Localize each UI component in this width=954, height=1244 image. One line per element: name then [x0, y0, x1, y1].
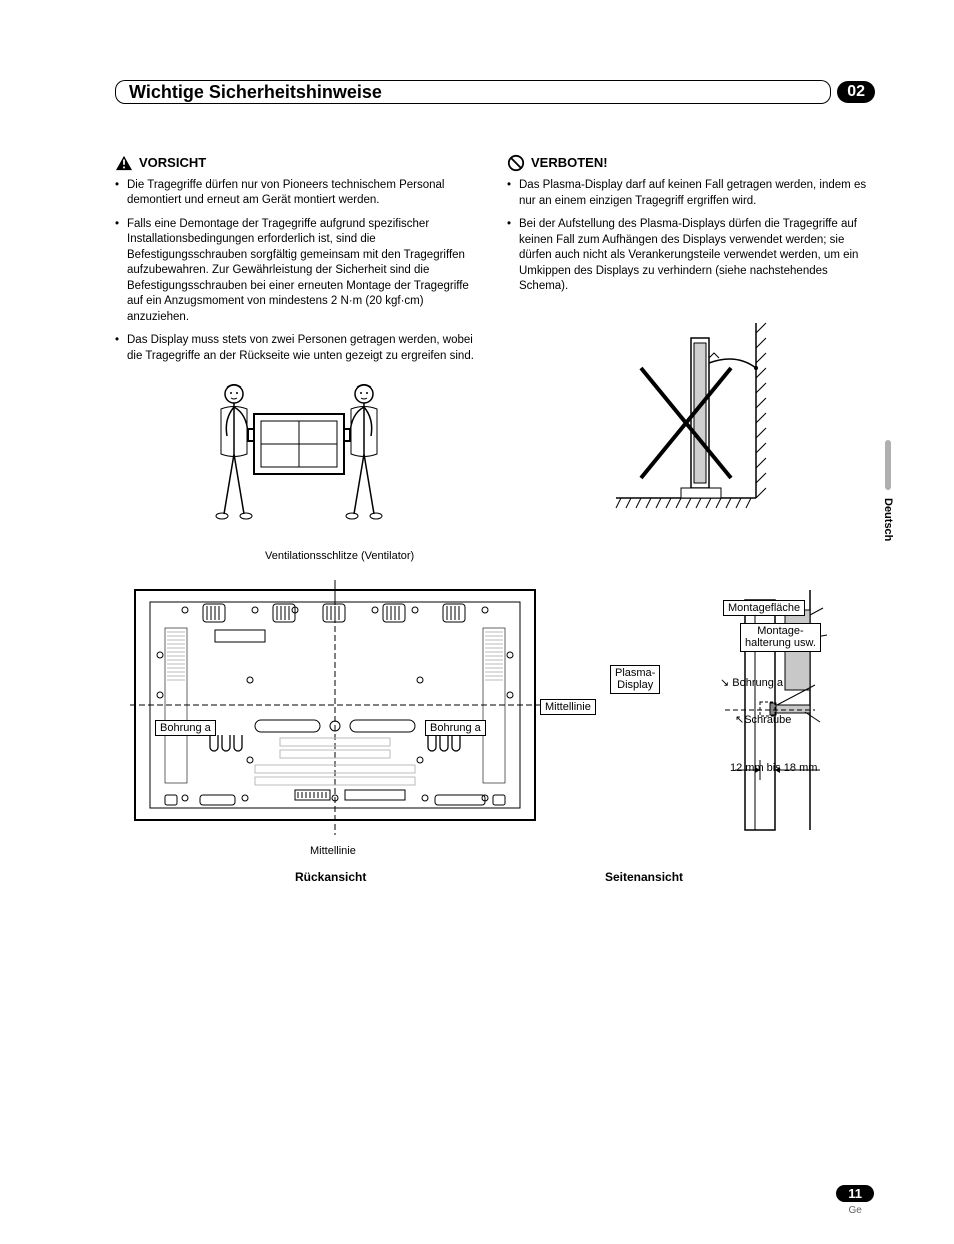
vorsicht-list: Die Tragegriffe dürfen nur von Pioneers …: [115, 178, 483, 365]
schraube-label: ↖Schraube: [735, 713, 791, 726]
diagrams-section: Ventilationsschlitze (Ventilator): [115, 550, 875, 910]
vorsicht-heading: VORSICHT: [139, 154, 206, 172]
page-content: Wichtige Sicherheitshinweise 02 VORSICHT…: [115, 80, 875, 910]
chapter-header: Wichtige Sicherheitshinweise 02: [115, 80, 875, 104]
header-line: Wichtige Sicherheitshinweise: [125, 80, 821, 104]
wall-lean-forbidden-icon: [606, 313, 776, 513]
page-footer: 11 Ge: [836, 1185, 874, 1216]
vorsicht-column: VORSICHT Die Tragegriffe dürfen nur von …: [115, 154, 483, 530]
vent-label: Ventilationsschlitze (Ventilator): [265, 550, 414, 562]
montagehalterung-label: Montage- halterung usw.: [740, 623, 821, 652]
verboten-heading-row: VERBOTEN!: [507, 154, 875, 172]
list-item: Das Plasma-Display darf auf keinen Fall …: [507, 178, 875, 209]
bohrung-a-label-left: Bohrung a: [155, 720, 216, 737]
verboten-column: VERBOTEN! Das Plasma-Display darf auf ke…: [507, 154, 875, 530]
header-bracket-left: [115, 80, 125, 104]
plasma-display-label: Plasma- Display: [610, 665, 660, 694]
forbidden-figure: [507, 313, 875, 519]
content-columns: VORSICHT Die Tragegriffe dürfen nur von …: [115, 154, 875, 530]
bohrung-a-side-text: Bohrung a: [732, 677, 783, 689]
bohrung-a-label-right: Bohrung a: [425, 720, 486, 737]
chapter-title: Wichtige Sicherheitshinweise: [125, 82, 382, 103]
rear-view-diagram: [125, 580, 545, 840]
mittellinie-label-h: Mittellinie: [540, 699, 596, 716]
bohrung-a-side-label: ↘ Bohrung a: [720, 676, 783, 689]
language-tab-text: Deutsch: [882, 498, 894, 541]
schraube-text: Schraube: [744, 714, 791, 726]
page-lang-code: Ge: [836, 1205, 874, 1216]
carry-figure: [115, 374, 483, 530]
side-view-caption: Seitenansicht: [605, 870, 683, 884]
list-item: Das Display muss stets von zwei Personen…: [115, 333, 483, 364]
depth-label: 12 mm bis 18 mm: [730, 762, 817, 774]
header-bracket-right: [821, 80, 831, 104]
montageflaeche-label: Montagefläche: [723, 600, 805, 617]
list-item: Falls eine Demontage der Tragegriffe auf…: [115, 217, 483, 326]
two-person-carry-icon: [199, 374, 399, 524]
side-view-diagram: [605, 580, 865, 840]
vorsicht-heading-row: VORSICHT: [115, 154, 483, 172]
verboten-heading: VERBOTEN!: [531, 154, 608, 172]
language-tab-bar: [885, 440, 891, 490]
chapter-number-badge: 02: [837, 81, 875, 103]
rear-view-caption: Rückansicht: [295, 870, 366, 884]
warning-triangle-icon: [115, 155, 133, 171]
list-item: Bei der Aufstellung des Plasma-Displays …: [507, 217, 875, 295]
page-number-badge: 11: [836, 1185, 874, 1202]
mittellinie-label-v: Mittellinie: [310, 845, 356, 857]
language-tab: Deutsch: [882, 440, 894, 541]
list-item: Die Tragegriffe dürfen nur von Pioneers …: [115, 178, 483, 209]
verboten-list: Das Plasma-Display darf auf keinen Fall …: [507, 178, 875, 295]
prohibit-circle-icon: [507, 154, 525, 172]
